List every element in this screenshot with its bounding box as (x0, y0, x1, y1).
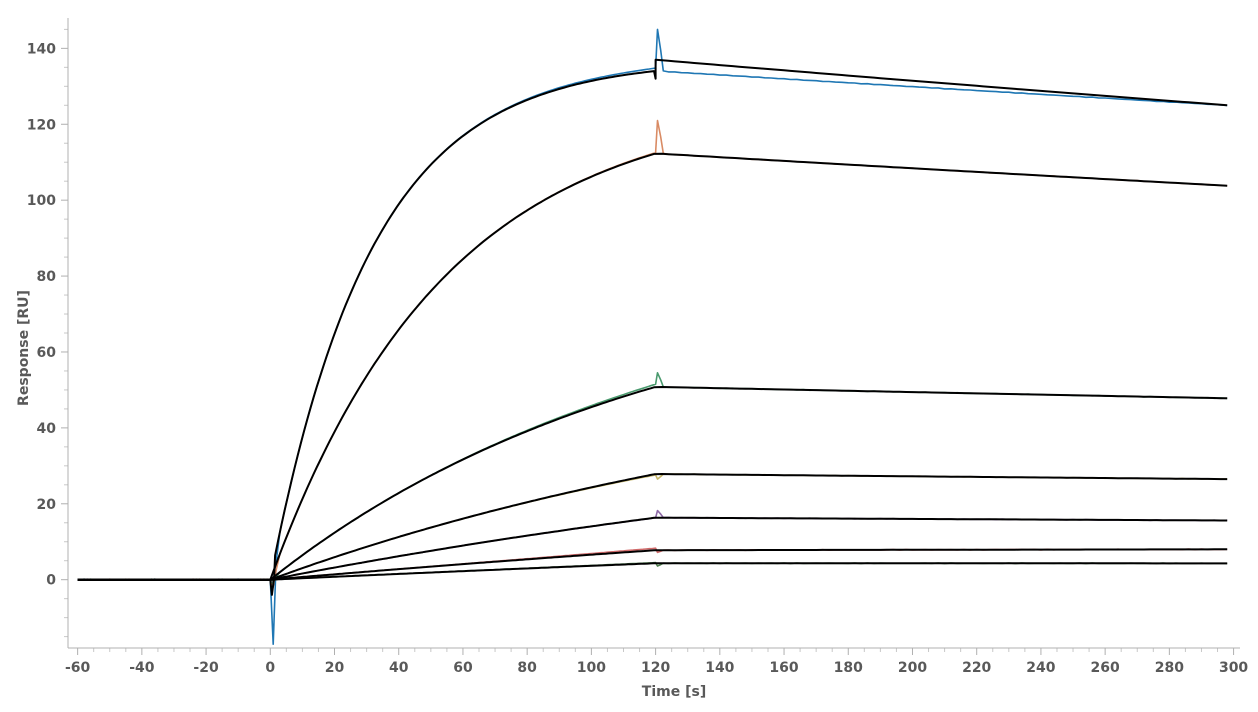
x-tick-label: 100 (577, 660, 606, 676)
fit-curve-line (77, 473, 1228, 581)
data-series-line (77, 561, 1228, 582)
fit-curve-line (77, 152, 1228, 581)
data-series-line (77, 547, 1228, 582)
data-series (77, 28, 1228, 645)
x-tick-label: 260 (1091, 660, 1120, 676)
x-tick-label: -20 (193, 660, 219, 676)
x-tick-label: 180 (834, 660, 863, 676)
x-axis-ticks: -60 -40 -20 0 20 40 60 80 100 120 140 160 180 200 220 2… (65, 648, 1248, 676)
minor-ticks (64, 28, 1219, 652)
y-tick-label: 140 (27, 41, 56, 57)
fit-curve-line (77, 386, 1228, 581)
x-tick-label: 160 (769, 660, 798, 676)
data-series-line (77, 509, 1228, 583)
x-tick-label: 240 (1026, 660, 1055, 676)
x-tick-label: 300 (1219, 660, 1248, 676)
x-tick-label: 0 (265, 660, 275, 676)
fit-curve-line (77, 548, 1228, 581)
x-tick-label: 280 (1155, 660, 1184, 676)
x-tick-label: -40 (129, 660, 155, 676)
x-tick-label: 200 (898, 660, 927, 676)
y-tick-label: 120 (27, 117, 56, 133)
y-tick-label: 60 (37, 345, 57, 361)
y-axis-ticks: 0 20 40 60 80 100 120 140 (27, 41, 68, 589)
data-series-line (77, 473, 1228, 583)
axes (67, 18, 1240, 649)
x-tick-label: 40 (389, 660, 409, 676)
x-tick-label: 60 (453, 660, 473, 676)
fit-curves (77, 58, 1228, 596)
y-tick-label: 80 (37, 269, 57, 285)
fit-curve-line (77, 562, 1228, 581)
data-series-line (77, 28, 1228, 645)
x-tick-label: 220 (962, 660, 991, 676)
y-tick-label: 40 (37, 421, 57, 437)
x-tick-label: 20 (325, 660, 345, 676)
x-tick-label: 140 (705, 660, 734, 676)
y-tick-label: 0 (46, 573, 56, 589)
fit-curve-line (77, 516, 1228, 581)
x-tick-label: 120 (641, 660, 670, 676)
y-axis-title: Response [RU] (16, 290, 32, 406)
x-tick-label: -60 (65, 660, 91, 676)
x-axis-title: Time [s] (642, 684, 706, 700)
y-tick-label: 20 (37, 497, 57, 513)
y-tick-label: 100 (27, 193, 56, 209)
x-tick-label: 80 (517, 660, 537, 676)
fit-curve-line (77, 58, 1228, 596)
